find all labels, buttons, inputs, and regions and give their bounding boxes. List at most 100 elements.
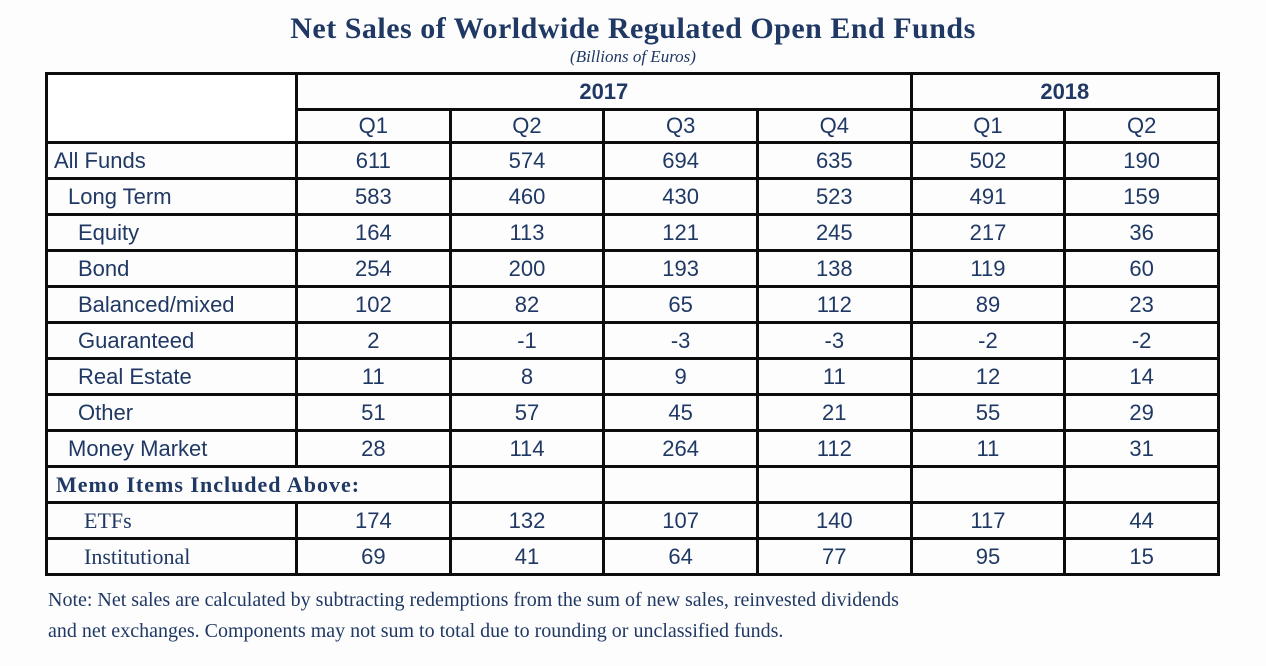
table-cell: -3 — [755, 321, 913, 360]
table-cell: 89 — [909, 285, 1067, 324]
table-cell: 583 — [295, 177, 452, 216]
table-cell: 9 — [602, 357, 759, 396]
footnote-line-2: and net exchanges. Components may not su… — [48, 620, 784, 642]
row-label: Memo Items Included Above: — [45, 465, 452, 504]
table-cell: 264 — [602, 429, 759, 468]
table-cell: 611 — [295, 141, 452, 180]
footnote-line-1: Note: Net sales are calculated by subtra… — [48, 589, 899, 611]
table-cell: 217 — [909, 213, 1067, 252]
table-cell: 11 — [909, 429, 1067, 468]
table-cell: 574 — [448, 141, 606, 180]
table-row: Memo Items Included Above: — [45, 465, 1220, 504]
table-cell: 117 — [909, 501, 1067, 540]
footnote: Note: Net sales are calculated by subtra… — [48, 585, 1266, 647]
table-cell: 132 — [448, 501, 606, 540]
table-cell: 114 — [448, 429, 606, 468]
row-label: Institutional — [45, 537, 298, 576]
table-cell: -3 — [602, 321, 759, 360]
table-row: Balanced/mixed 102 82 65 112 89 23 — [45, 285, 1220, 324]
table-cell: 112 — [755, 429, 913, 468]
row-label: All Funds — [45, 141, 298, 180]
quarter-header: Q2 — [1063, 108, 1220, 144]
table-cell: 190 — [1063, 141, 1220, 180]
table-cell: 36 — [1063, 213, 1220, 252]
row-label: Real Estate — [45, 357, 298, 396]
table-row: Equity 164 113 121 245 217 36 — [45, 213, 1220, 252]
row-label: Balanced/mixed — [45, 285, 298, 324]
table-row: Institutional 69 41 64 77 95 15 — [45, 537, 1220, 576]
table-cell: 23 — [1063, 285, 1220, 324]
table-row: Real Estate 11 8 9 11 12 14 — [45, 357, 1220, 396]
table-head: 2017 2018 Q1 Q2 Q3 Q4 Q1 Q2 — [45, 72, 1221, 144]
table-cell: 45 — [602, 393, 759, 432]
table-cell: 2 — [295, 321, 452, 360]
table-cell: 430 — [602, 177, 759, 216]
table-cell: 57 — [448, 393, 606, 432]
table-row: Other 51 57 45 21 55 29 — [45, 393, 1220, 432]
row-label: Guaranteed — [45, 321, 298, 360]
table-cell: 51 — [295, 393, 452, 432]
table-cell: 635 — [755, 141, 913, 180]
row-label: Equity — [45, 213, 298, 252]
row-label: Other — [45, 393, 298, 432]
table-cell: 113 — [448, 213, 606, 252]
table-cell: 119 — [909, 249, 1067, 288]
table-cell: 8 — [448, 357, 606, 396]
table-cell: 245 — [755, 213, 913, 252]
table-cell — [448, 465, 606, 504]
quarter-header: Q4 — [755, 108, 913, 144]
table-cell: 77 — [755, 537, 913, 576]
table-cell: 138 — [755, 249, 913, 288]
quarter-header: Q1 — [909, 108, 1067, 144]
table-cell: 254 — [295, 249, 452, 288]
table-cell: -1 — [448, 321, 606, 360]
table-cell: 174 — [295, 501, 452, 540]
table-cell: 200 — [448, 249, 606, 288]
table-cell: 164 — [295, 213, 452, 252]
table-cell: 140 — [755, 501, 913, 540]
year-header-2017: 2017 — [295, 72, 913, 111]
row-label: Bond — [45, 249, 298, 288]
table-cell: 102 — [295, 285, 452, 324]
net-sales-table: 2017 2018 Q1 Q2 Q3 Q4 Q1 Q2 All Funds 611 574 694 6… — [45, 72, 1221, 576]
table-cell — [1063, 465, 1220, 504]
table-cell: 11 — [755, 357, 913, 396]
table-row: All Funds 611 574 694 635 502 190 — [45, 141, 1220, 180]
table-cell: 193 — [602, 249, 759, 288]
table-cell: 491 — [909, 177, 1067, 216]
table-cell: 460 — [448, 177, 606, 216]
table-body: All Funds 611 574 694 635 502 190 Long Term 583 4… — [45, 141, 1220, 576]
page-title: Net Sales of Worldwide Regulated Open En… — [290, 12, 976, 45]
table-cell: 112 — [755, 285, 913, 324]
table-cell — [602, 465, 759, 504]
table-cell — [755, 465, 913, 504]
table-cell: 82 — [448, 285, 606, 324]
table-cell: 95 — [909, 537, 1067, 576]
table-cell: 12 — [909, 357, 1067, 396]
table-cell: 14 — [1063, 357, 1220, 396]
table-cell: 15 — [1063, 537, 1220, 576]
quarter-header: Q1 — [295, 108, 452, 144]
table-cell: 502 — [909, 141, 1067, 180]
table-row: Money Market 28 114 264 112 11 31 — [45, 429, 1220, 468]
quarter-header: Q2 — [448, 108, 606, 144]
table-cell: 11 — [295, 357, 452, 396]
table-row: ETFs 174 132 107 140 117 44 — [45, 501, 1220, 540]
row-label: ETFs — [45, 501, 298, 540]
table-cell: 159 — [1063, 177, 1220, 216]
row-label: Money Market — [45, 429, 298, 468]
table-cell: 21 — [755, 393, 913, 432]
table-cell: 44 — [1063, 501, 1220, 540]
table-cell — [909, 465, 1067, 504]
table-cell: 65 — [602, 285, 759, 324]
row-label: Long Term — [45, 177, 298, 216]
table-cell: -2 — [909, 321, 1067, 360]
table-row: Guaranteed 2 -1 -3 -3 -2 -2 — [45, 321, 1220, 360]
table-row: Bond 254 200 193 138 119 60 — [45, 249, 1220, 288]
table-row: Long Term 583 460 430 523 491 159 — [45, 177, 1220, 216]
quarter-header: Q3 — [602, 108, 759, 144]
table-cell: 60 — [1063, 249, 1220, 288]
table-cell: 694 — [602, 141, 759, 180]
table-cell: 31 — [1063, 429, 1220, 468]
